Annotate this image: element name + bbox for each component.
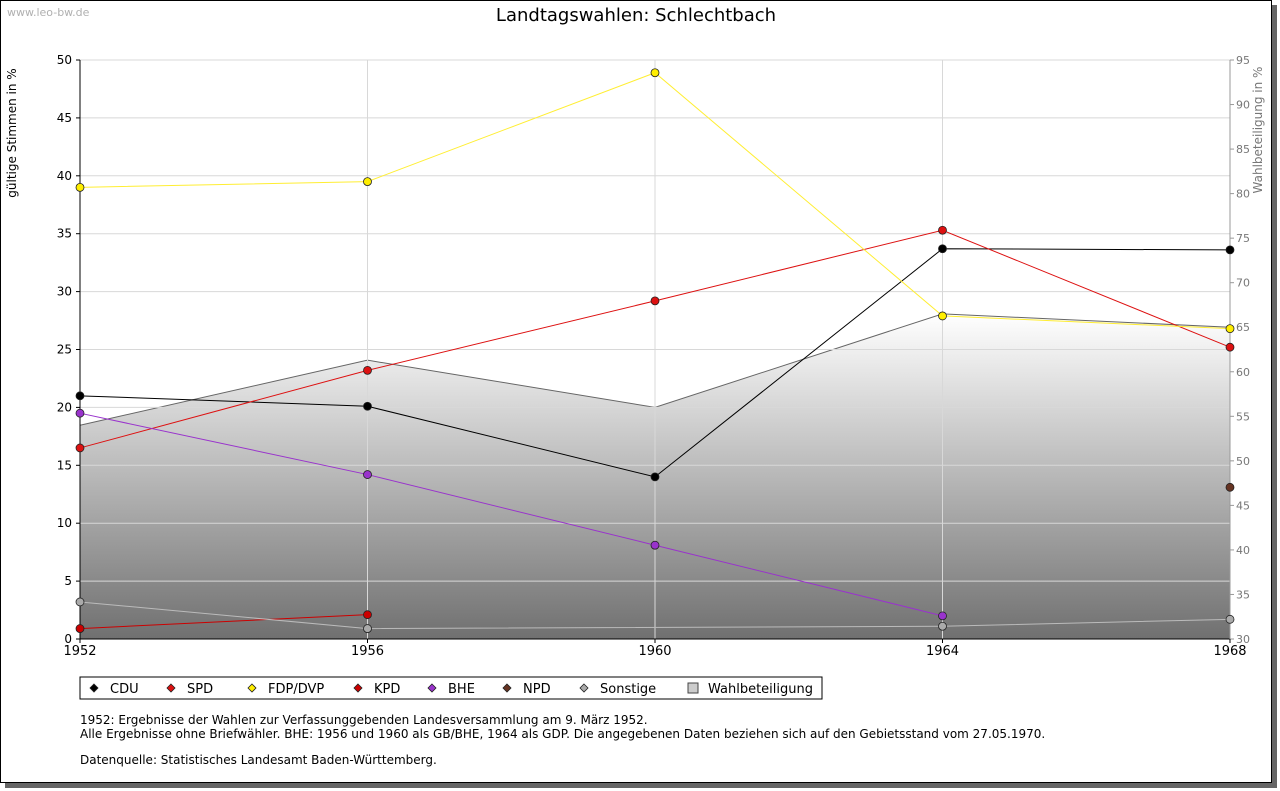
y2-tick-label: 40 — [1236, 544, 1250, 557]
data-point-fdp-dvp — [75, 182, 85, 192]
legend-label: Sonstige — [600, 682, 656, 697]
note-line-1: 1952: Ergebnisse der Wahlen zur Verfassu… — [80, 713, 648, 727]
y2-tick-label: 45 — [1236, 499, 1250, 512]
legend-marker-kpd — [353, 683, 363, 693]
data-point-spd — [75, 443, 85, 453]
y2-tick-label: 35 — [1236, 588, 1250, 601]
legend-marker-fdp-dvp — [247, 683, 257, 693]
y-tick-label: 50 — [57, 53, 72, 67]
data-point-sonstige — [75, 597, 85, 607]
y2-axis-label: Wahlbeteiligung in % — [1251, 67, 1265, 194]
data-point-npd — [1225, 482, 1235, 492]
data-point-kpd — [75, 624, 85, 633]
legend-label: SPD — [187, 682, 213, 697]
y2-tick-label: 60 — [1236, 366, 1250, 379]
legend-box — [79, 676, 823, 700]
data-point-spd — [938, 225, 947, 235]
data-point-spd — [1225, 342, 1235, 352]
data-point-bhe — [363, 470, 372, 479]
x-tick-label: 1968 — [1213, 644, 1246, 659]
y2-tick-label: 85 — [1236, 143, 1250, 156]
legend-label: KPD — [374, 682, 400, 697]
series-line-kpd — [79, 614, 368, 630]
y2-tick-label: 70 — [1236, 277, 1250, 290]
data-point-spd — [650, 296, 660, 306]
x-tick-label: 1956 — [351, 644, 384, 659]
y-tick-label: 45 — [57, 111, 72, 125]
data-point-fdp-dvp — [1225, 324, 1235, 334]
data-point-cdu — [363, 401, 372, 411]
legend-label: FDP/DVP — [268, 682, 324, 697]
data-point-fdp-dvp — [938, 311, 947, 321]
y2-tick-label: 65 — [1236, 321, 1250, 334]
legend-marker-cdu — [89, 683, 99, 693]
data-point-sonstige — [938, 621, 947, 631]
legend-label: BHE — [448, 682, 475, 697]
data-point-cdu — [650, 472, 660, 482]
y-tick-label: 0 — [64, 632, 72, 646]
data-source: Datenquelle: Statistisches Landesamt Bad… — [80, 753, 437, 767]
x-tick-label: 1964 — [926, 644, 959, 659]
y2-tick-label: 75 — [1236, 232, 1250, 245]
y2-tick-label: 55 — [1236, 410, 1250, 423]
legend-marker-spd — [166, 683, 176, 693]
legend-marker-bhe — [427, 683, 437, 693]
data-point-bhe — [650, 540, 660, 550]
data-point-spd — [363, 365, 372, 375]
data-point-cdu — [1225, 245, 1235, 255]
legend-marker-turnout — [687, 682, 699, 694]
chart-title: Landtagswahlen: Schlechtbach — [496, 5, 776, 26]
data-point-sonstige — [1225, 614, 1235, 624]
data-point-fdp-dvp — [363, 177, 372, 186]
legend-label: Wahlbeteiligung — [708, 682, 813, 697]
y-tick-label: 30 — [57, 285, 72, 299]
legend-marker-sonstige — [579, 683, 589, 693]
x-tick-label: 1952 — [63, 644, 96, 659]
data-point-bhe — [938, 611, 947, 621]
legend-label: NPD — [523, 682, 551, 697]
y-tick-label: 5 — [64, 574, 72, 588]
data-point-sonstige — [363, 624, 372, 633]
legend: CDU SPD FDP/DVP KPD BHE NPD Sonstige Wahlbeteil… — [79, 676, 823, 700]
y-tick-label: 10 — [57, 516, 72, 530]
y2-tick-label: 90 — [1236, 99, 1250, 112]
data-point-fdp-dvp — [650, 68, 660, 78]
y2-tick-label: 95 — [1236, 54, 1250, 67]
y-tick-label: 40 — [57, 169, 72, 183]
watermark: www.leo-bw.de — [7, 6, 90, 19]
legend-label: CDU — [110, 682, 139, 697]
y-tick-label: 25 — [57, 343, 72, 357]
y-tick-label: 35 — [57, 227, 72, 241]
y2-tick-label: 80 — [1236, 188, 1250, 201]
x-tick-label: 1960 — [638, 644, 671, 659]
series-line-sonstige — [79, 601, 1231, 630]
series-line-bhe — [79, 412, 943, 617]
data-point-cdu — [75, 391, 85, 401]
y2-tick-label: 50 — [1236, 455, 1250, 468]
data-point-kpd — [363, 610, 372, 620]
data-point-cdu — [938, 244, 947, 254]
y-tick-label: 15 — [57, 458, 72, 472]
y-tick-label: 20 — [57, 400, 72, 414]
data-point-bhe — [75, 408, 85, 418]
y-axis-label: gültige Stimmen in % — [5, 68, 19, 197]
note-line-2: Alle Ergebnisse ohne Briefwähler. BHE: 1… — [80, 727, 1046, 741]
y2-tick-label: 30 — [1236, 633, 1250, 646]
legend-marker-npd — [502, 683, 512, 693]
